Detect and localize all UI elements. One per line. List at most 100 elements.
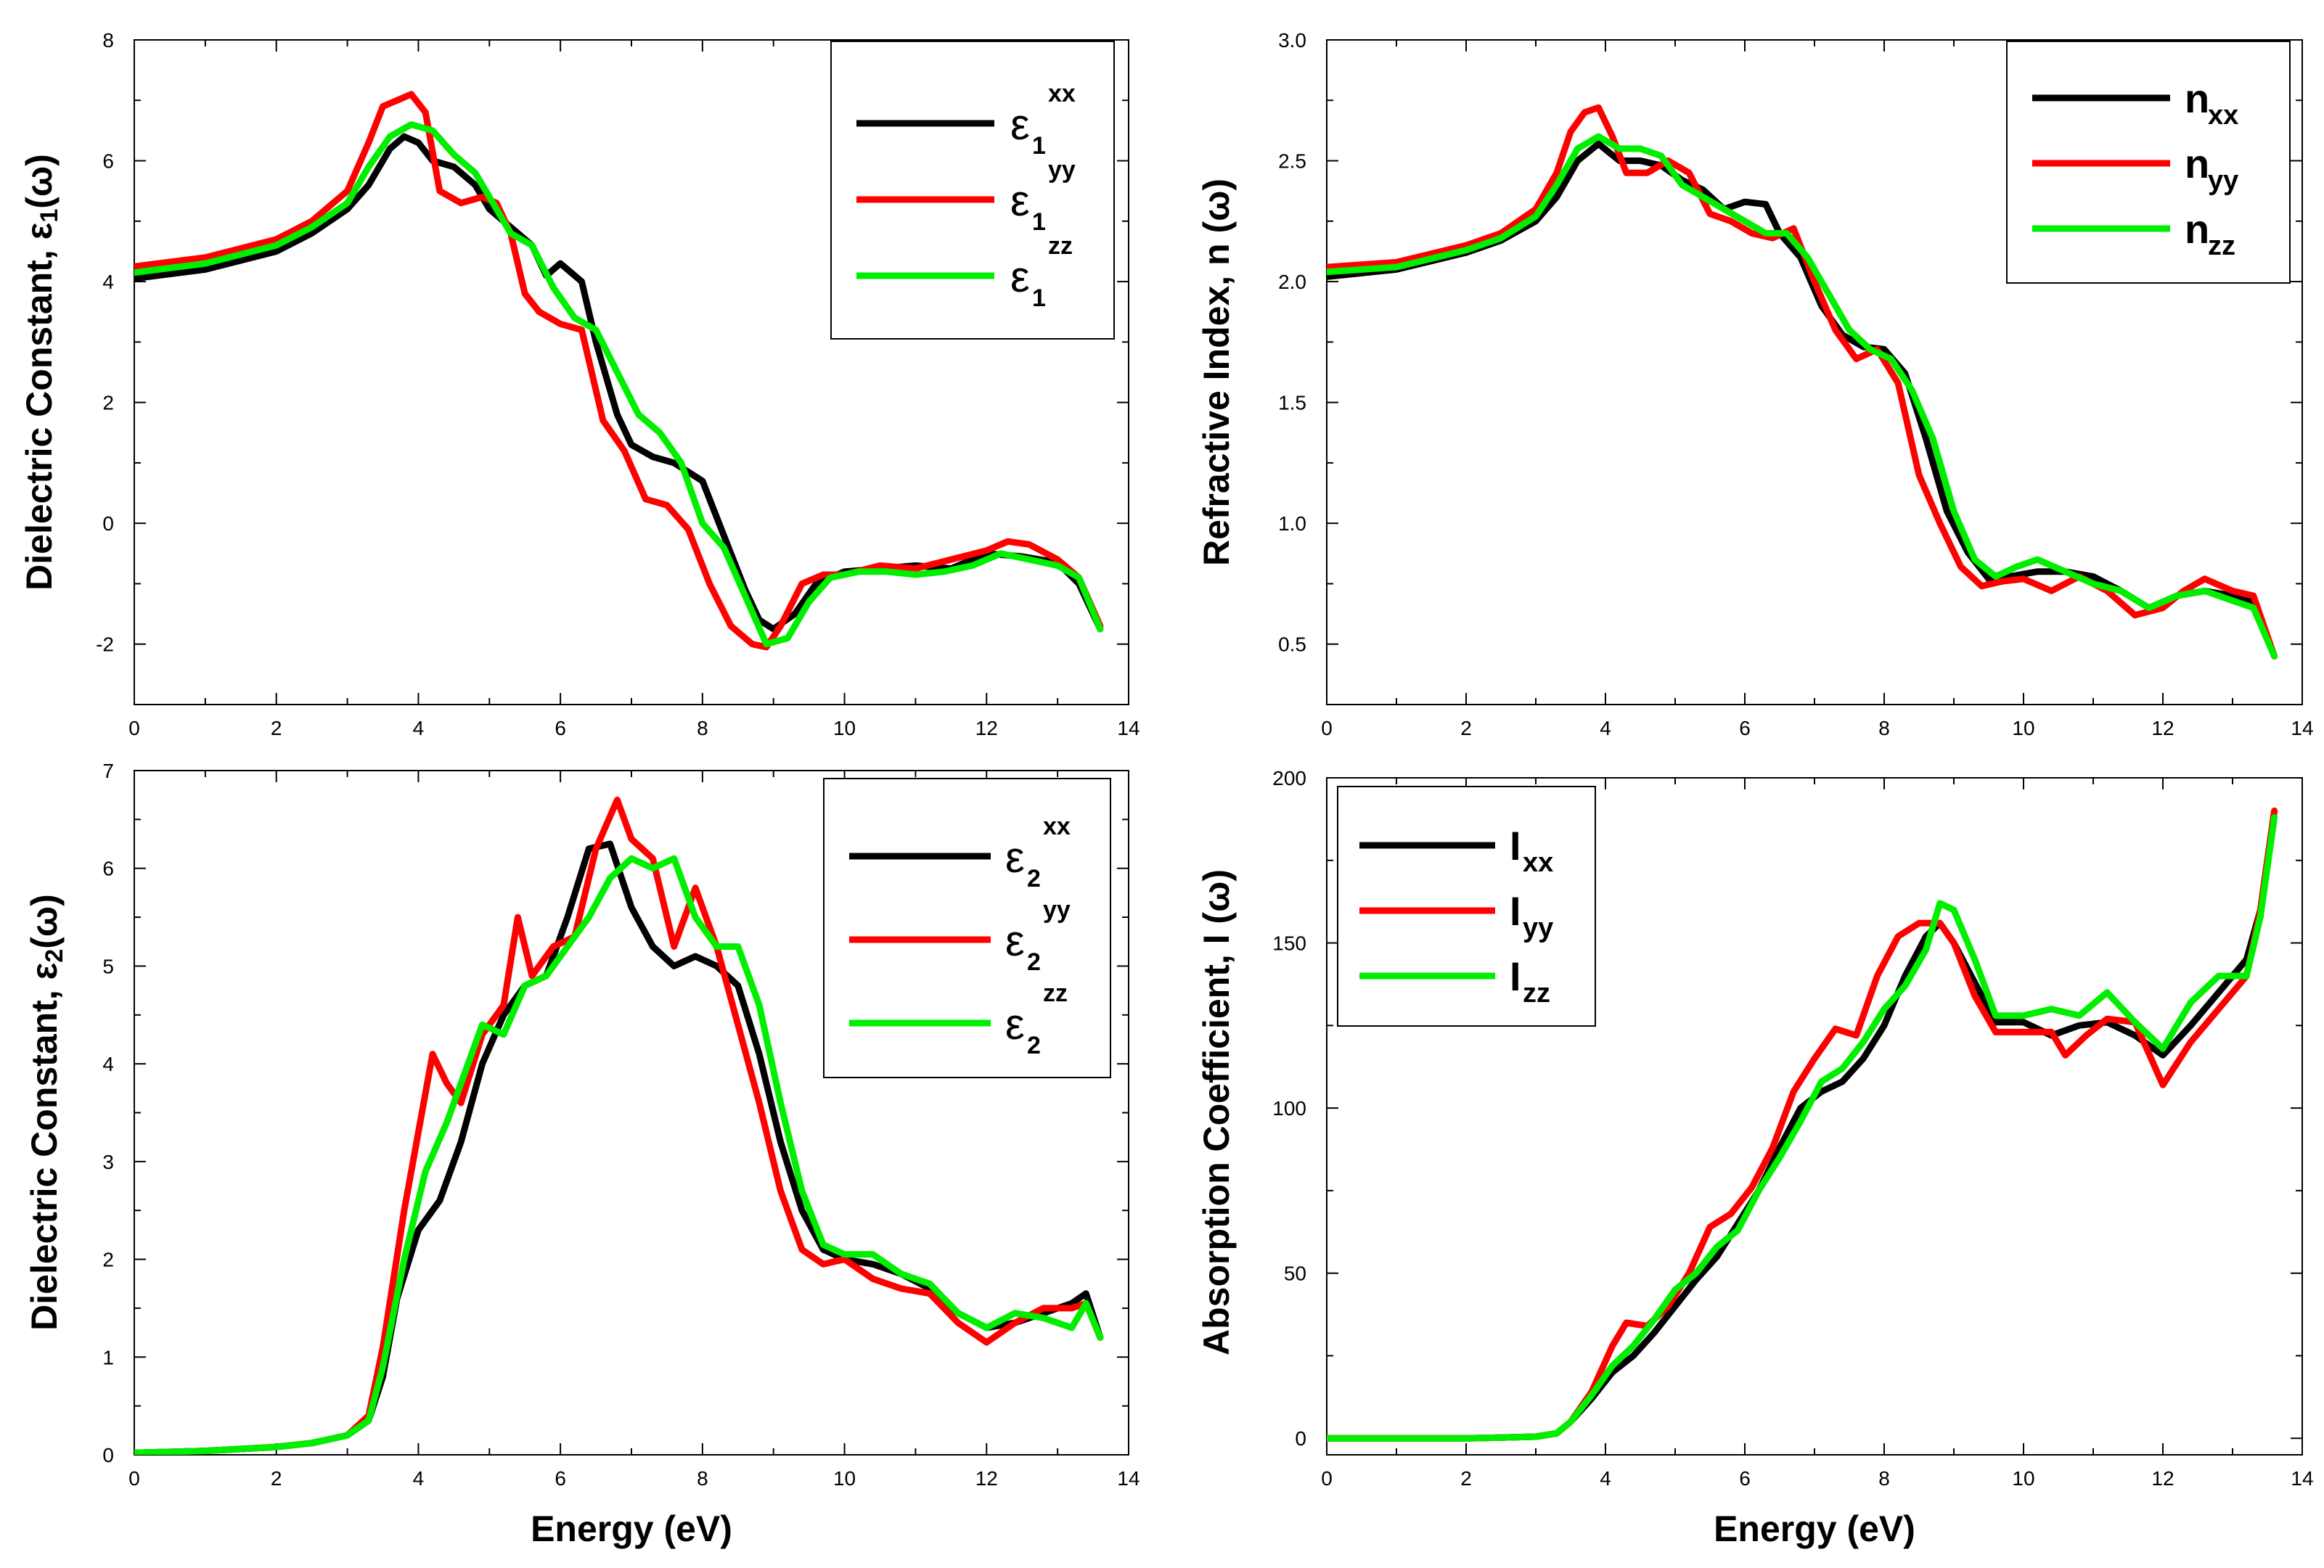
legend-label-sub: yy (1523, 913, 1553, 943)
legend-box (1337, 786, 1596, 1027)
y-tick-label: 8 (102, 29, 114, 52)
x-tick-label: 8 (1878, 717, 1890, 739)
series-line-ε1zz (134, 121, 1104, 648)
y-tick-label: 2.5 (1278, 150, 1306, 173)
y-axis-label-main: Refractive Index, n (ω) (1196, 178, 1237, 566)
y-axis-label-main: Dielectric Constant, ε (24, 963, 65, 1331)
legend-label-base: ε (1010, 100, 1030, 149)
x-tick-label: 10 (2012, 1467, 2034, 1490)
x-tick-label: 10 (2012, 717, 2034, 739)
y-tick-label: 150 (1272, 932, 1306, 955)
y-tick-label: 3 (102, 1151, 114, 1173)
y-axis-label-tail: (ω) (19, 154, 60, 209)
legend-label-base: I (1510, 953, 1521, 999)
y-tick-label: 5 (102, 955, 114, 977)
x-tick-label: 4 (1600, 1467, 1611, 1490)
x-tick-label: 2 (271, 1467, 282, 1490)
x-tick-label: 8 (1878, 1467, 1890, 1490)
series-line-Izz (1327, 814, 2278, 1442)
y-tick-label: 1 (102, 1346, 114, 1368)
x-axis-label: Energy (eV) (1714, 1509, 1915, 1549)
series-group (1327, 808, 2278, 1442)
series-line-ε1yy (134, 91, 1104, 651)
x-tick-label: 0 (1321, 1467, 1333, 1490)
y-tick-label: 50 (1284, 1263, 1306, 1285)
legend-label-base: ε (1005, 833, 1025, 882)
y-tick-label: 6 (102, 150, 114, 173)
y-tick-label: 200 (1272, 767, 1306, 789)
x-tick-label: 14 (2291, 1467, 2313, 1490)
x-tick-label: 6 (555, 1467, 566, 1490)
x-tick-label: 14 (2291, 717, 2313, 739)
x-tick-label: 8 (697, 717, 708, 739)
x-tick-label: 0 (128, 1467, 140, 1490)
y-tick-label: 100 (1272, 1097, 1306, 1120)
legend-label-sub: zz (2208, 231, 2235, 261)
legend-label-base: ε (1005, 1000, 1025, 1048)
x-tick-label: 0 (1321, 717, 1333, 739)
x-tick-label: 14 (1117, 717, 1140, 739)
y-axis-label-sub: 1 (36, 209, 63, 223)
legend-label-base: n (2185, 141, 2209, 186)
y-axis-label: Dielectric Constant, ε1(ω) (19, 154, 63, 591)
y-axis-label: Refractive Index, n (ω) (1196, 178, 1237, 566)
series-group (134, 91, 1104, 651)
x-tick-label: 2 (1460, 1467, 1472, 1490)
series-line-nyy (1327, 104, 2278, 660)
legend-label-base: ε (1010, 176, 1030, 225)
legend-label-sub: 1 (1032, 284, 1046, 312)
legend-label-sub: yy (2208, 165, 2238, 196)
y-tick-label: 0 (102, 1444, 114, 1466)
x-tick-label: 14 (1117, 1467, 1140, 1490)
x-tick-label: 2 (1460, 717, 1472, 739)
series-line-ε2zz (134, 855, 1104, 1455)
legend-label-base: I (1510, 823, 1521, 869)
legend-label-sub: zz (1523, 978, 1550, 1009)
x-tick-label: 12 (975, 1467, 998, 1490)
legend-label-sub: 2 (1027, 948, 1041, 976)
y-axis-label-tail: (ω) (24, 894, 65, 949)
y-tick-label: 1.0 (1278, 512, 1306, 535)
legend-label-sup: xx (1043, 813, 1071, 840)
x-tick-label: 6 (555, 717, 566, 739)
y-tick-label: 4 (102, 1053, 114, 1075)
y-axis-label-main: Dielectric Constant, ε (19, 223, 60, 591)
legend-box (830, 41, 1115, 340)
series-line-ε2yy (134, 796, 1104, 1455)
x-tick-label: 4 (413, 717, 425, 739)
x-tick-label: 6 (1739, 717, 1751, 739)
x-tick-label: 4 (1600, 717, 1611, 739)
y-tick-label: 4 (102, 271, 114, 293)
legend-box (823, 778, 1111, 1078)
legend-label-sup: zz (1043, 980, 1068, 1007)
legend-label-sup: zz (1048, 232, 1073, 260)
legend-label-base: ε (1010, 253, 1030, 301)
panel-p2: 0 2 4 6 8 10 12 14 0.5 1.0 1.5 2.0 2.5 3.0 Refractive … (1196, 29, 2313, 739)
legend-label-sup: yy (1043, 896, 1071, 924)
y-tick-label: 0.5 (1278, 633, 1306, 656)
y-tick-label: 2 (102, 1249, 114, 1271)
legend-label-sub: xx (2208, 100, 2238, 131)
x-tick-label: 0 (128, 717, 140, 739)
series-group (134, 796, 1104, 1455)
y-tick-label: 3.0 (1278, 29, 1306, 52)
x-tick-label: 12 (975, 717, 998, 739)
series-group (1327, 104, 2278, 660)
y-tick-label: 6 (102, 858, 114, 880)
x-tick-label: 8 (697, 1467, 708, 1490)
legend-label-sub: xx (1523, 847, 1553, 878)
legend-label-sup: xx (1048, 80, 1076, 107)
y-axis-label: Absorption Coefficient, I (ω) (1196, 869, 1237, 1355)
x-tick-label: 10 (833, 717, 856, 739)
legend-label-base: n (2185, 206, 2209, 252)
x-tick-label: 10 (833, 1467, 856, 1490)
y-tick-label: 0 (102, 512, 114, 535)
y-tick-label: 0 (1295, 1427, 1306, 1450)
panel-p1: 0 2 4 6 8 10 12 14 -2 0 2 4 6 8 Dielectric Constant, ε… (19, 29, 1140, 739)
panel-p4: 0 2 4 6 8 10 12 14 0 50 100 150 200 Absorption Coeffi… (1196, 767, 2313, 1549)
y-axis-label-sub: 2 (41, 949, 68, 963)
x-tick-label: 12 (2151, 1467, 2174, 1490)
x-axis-label: Energy (eV) (531, 1509, 732, 1549)
y-axis-label: Dielectric Constant, ε2(ω) (24, 894, 68, 1331)
